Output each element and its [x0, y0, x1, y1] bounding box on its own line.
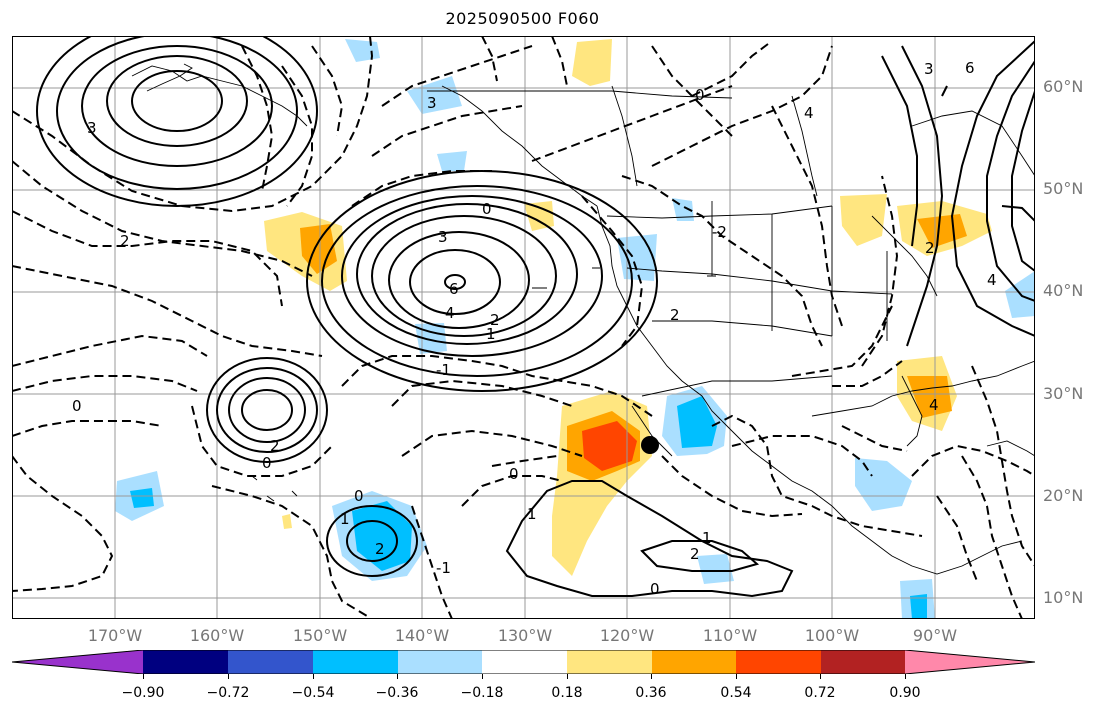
colorbar — [12, 650, 1035, 674]
colorbar-tickmark — [736, 674, 737, 679]
lat-label-20n: 20°N — [1043, 486, 1084, 505]
contour-label: -2 — [712, 223, 727, 241]
lat-label-30n: 30°N — [1043, 384, 1084, 403]
contour-label: 0 — [650, 580, 660, 598]
colorbar-segment — [905, 650, 1035, 674]
lon-label-150w: 150°W — [292, 626, 348, 645]
colorbar-segment — [482, 650, 567, 674]
colorbar-segment — [143, 650, 228, 674]
contour-label: -1 — [436, 559, 451, 577]
colorbar-tickmark — [397, 674, 398, 679]
lat-label-40n: 40°N — [1043, 281, 1084, 300]
contour-label: 4 — [804, 104, 814, 122]
lat-label-60n: 60°N — [1043, 77, 1084, 96]
contour-label: 2 — [690, 545, 700, 563]
location-marker[interactable] — [641, 436, 659, 454]
lon-label-130w: 130°W — [497, 626, 553, 645]
lat-label-50n: 50°N — [1043, 179, 1084, 198]
lon-label-160w: 160°W — [189, 626, 245, 645]
contour-label: 2 — [120, 232, 130, 250]
map-panel[interactable]: 3 6 4 1 2 0 -1 2 3 0 2 0 1 2 0 -1 1 0 1 … — [12, 36, 1035, 619]
colorbar-segment — [228, 650, 313, 674]
map-canvas: 3 6 4 1 2 0 -1 2 3 0 2 0 1 2 0 -1 1 0 1 … — [12, 36, 1035, 619]
colorbar-tick-label: 0.18 — [551, 685, 583, 701]
colorbar-segment — [821, 650, 905, 674]
colorbar-segment — [398, 650, 482, 674]
contour-label: 3 — [438, 228, 448, 246]
contour-label: 4 — [445, 304, 455, 322]
contour-label: 2 — [490, 311, 500, 329]
contour-label: 2 — [375, 540, 385, 558]
contour-label: 0 — [72, 397, 82, 415]
colorbar-tick-label: −0.54 — [291, 685, 335, 701]
colorbar-tickmark — [651, 674, 652, 679]
colorbar-segment — [652, 650, 736, 674]
colorbar-tick-label: −0.18 — [460, 685, 504, 701]
contour-label: 2 — [670, 306, 680, 324]
colorbar-tickmark — [228, 674, 229, 679]
lon-label-90w: 90°W — [912, 626, 958, 645]
colorbar-segment — [567, 650, 652, 674]
contour-label: 0 — [482, 200, 492, 218]
colorbar-tick-label: 0.90 — [889, 685, 921, 701]
contour-label: 3 — [924, 60, 934, 78]
contour-label: 3 — [87, 119, 97, 137]
contour-label: 2 — [925, 239, 935, 257]
coastlines — [131, 63, 1035, 575]
colorbar-tickmark — [482, 674, 483, 679]
lon-label-170w: 170°W — [87, 626, 143, 645]
colorbar-segment — [736, 650, 821, 674]
contour-label: 4 — [929, 396, 939, 414]
contour-label: 1 — [702, 529, 712, 547]
colorbar-tickmark — [820, 674, 821, 679]
contour-label: 2 — [270, 437, 280, 455]
contour-label: 6 — [965, 59, 975, 77]
lon-label-100w: 100°W — [804, 626, 860, 645]
colorbar-tickmark — [313, 674, 314, 679]
contour-label: 1 — [340, 510, 350, 528]
colorbar-tick-label: −0.90 — [121, 685, 165, 701]
colorbar-tick-label: 0.36 — [635, 685, 667, 701]
colorbar-tickmark — [905, 674, 906, 679]
contour-labels: 3 6 4 1 2 0 -1 2 3 0 2 0 1 2 0 -1 1 0 1 … — [72, 59, 997, 598]
colorbar-tick-label: 0.72 — [804, 685, 836, 701]
contour-label: 0 — [262, 454, 272, 472]
contour-label: 6 — [449, 280, 459, 298]
lon-label-110w: 110°W — [702, 626, 758, 645]
graticule — [12, 36, 1035, 619]
colorbar-tick-label: −0.36 — [375, 685, 419, 701]
lon-label-140w: 140°W — [394, 626, 450, 645]
colorbar-segment — [12, 650, 143, 674]
contour-label: 0 — [354, 487, 364, 505]
lon-label-120w: 120°W — [599, 626, 655, 645]
contour-label: 0 — [509, 465, 519, 483]
contours-positive — [36, 36, 1035, 598]
contours-dashed — [12, 36, 1035, 619]
contour-label: 1 — [527, 505, 537, 523]
contour-label: 1 — [486, 325, 496, 343]
contour-label: 3 — [427, 94, 437, 112]
map-title: 2025090500 F060 — [445, 9, 600, 28]
lat-label-10n: 10°N — [1043, 588, 1084, 607]
contour-label: -1 — [436, 361, 451, 379]
colorbar-tickmark — [143, 674, 144, 679]
contour-label: 0 — [695, 86, 705, 104]
contour-label: 4 — [987, 271, 997, 289]
colorbar-tickmark — [567, 674, 568, 679]
colorbar-tick-label: 0.54 — [720, 685, 752, 701]
colorbar-tick-label: −0.72 — [206, 685, 250, 701]
colorbar-segment — [313, 650, 398, 674]
